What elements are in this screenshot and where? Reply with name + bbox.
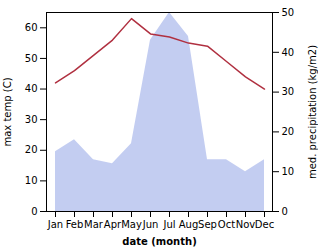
svg-text:Sep: Sep (198, 219, 217, 230)
svg-text:10: 10 (25, 175, 38, 186)
svg-text:20: 20 (25, 144, 38, 155)
svg-text:30: 30 (282, 86, 295, 97)
svg-text:med. precipitation (kg/m2): med. precipitation (kg/m2) (307, 45, 318, 179)
svg-text:50: 50 (25, 53, 38, 64)
svg-text:Dec: Dec (255, 219, 274, 230)
svg-text:Aug: Aug (179, 219, 199, 230)
svg-text:50: 50 (282, 7, 295, 18)
svg-text:40: 40 (25, 83, 38, 94)
svg-text:Apr: Apr (104, 219, 122, 230)
svg-text:date (month): date (month) (122, 236, 196, 247)
svg-text:Oct: Oct (218, 219, 235, 230)
svg-text:60: 60 (25, 22, 38, 33)
svg-text:40: 40 (282, 47, 295, 58)
svg-text:Mar: Mar (84, 219, 104, 230)
svg-text:30: 30 (25, 114, 38, 125)
svg-text:Jun: Jun (142, 219, 159, 230)
svg-text:20: 20 (282, 126, 295, 137)
svg-text:Nov: Nov (236, 219, 256, 230)
svg-text:10: 10 (282, 166, 295, 177)
svg-text:Feb: Feb (66, 219, 84, 230)
svg-text:Jul: Jul (162, 219, 175, 230)
svg-text:May: May (121, 219, 142, 230)
svg-text:0: 0 (282, 206, 288, 217)
svg-text:Jan: Jan (47, 219, 63, 230)
svg-text:0: 0 (31, 206, 37, 217)
svg-text:max temp (C): max temp (C) (2, 77, 13, 146)
